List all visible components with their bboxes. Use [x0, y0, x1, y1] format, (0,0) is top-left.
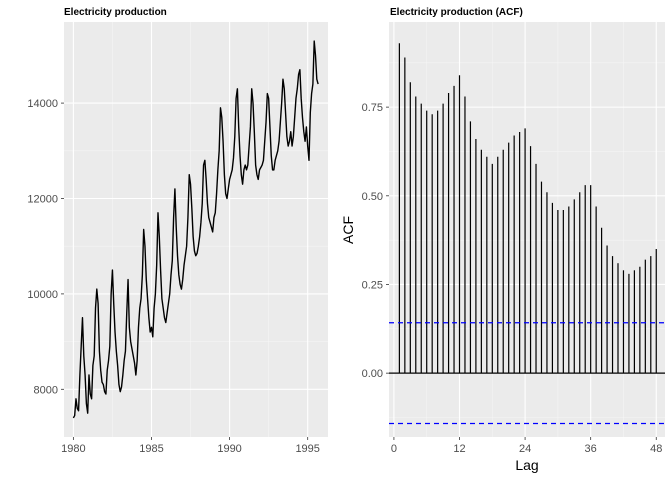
- x-tick-label: 48: [650, 443, 662, 455]
- timeseries-panel: Electricity production 8000 10000 12000 140…: [27, 7, 328, 455]
- x-tick-label: 24: [519, 443, 531, 455]
- acf-bars: [398, 43, 657, 374]
- x-tick-label: 36: [585, 443, 597, 455]
- acf-y-axis-label: ACF: [340, 216, 356, 244]
- y-tick-label: 10000: [27, 289, 58, 301]
- y-tick-label: 14000: [27, 98, 58, 110]
- y-tick-label: 12000: [27, 193, 58, 205]
- y-tick-label: 0.75: [362, 102, 383, 114]
- timeseries-line: [72, 40, 319, 419]
- acf-panel: Electricity production (ACF) 0.00 0.25 0.5…: [340, 7, 665, 473]
- x-tick-label: 1985: [139, 443, 163, 455]
- x-tick-label: 1980: [61, 443, 85, 455]
- x-tick-label: 0: [391, 443, 397, 455]
- timeseries-title: Electricity production: [64, 7, 167, 18]
- acf-y-ticks: 0.00 0.25 0.50 0.75: [362, 102, 389, 380]
- timeseries-x-ticks: 1980 1985 1990 1995: [61, 437, 320, 455]
- y-tick-label: 0.00: [362, 368, 383, 380]
- y-tick-label: 0.50: [362, 191, 383, 203]
- y-tick-label: 8000: [34, 384, 58, 396]
- acf-plot-background: [389, 22, 665, 437]
- y-tick-label: 0.25: [362, 279, 383, 291]
- timeseries-grid: [64, 22, 328, 437]
- timeseries-plot-background: [64, 22, 328, 437]
- acf-x-ticks: 0 12 24 36 48: [391, 437, 662, 455]
- x-tick-label: 1995: [295, 443, 319, 455]
- acf-x-axis-label: Lag: [515, 457, 538, 473]
- x-tick-label: 12: [453, 443, 465, 455]
- x-tick-label: 1990: [217, 443, 241, 455]
- timeseries-y-ticks: 8000 10000 12000 14000: [27, 98, 64, 396]
- acf-title: Electricity production (ACF): [390, 7, 523, 18]
